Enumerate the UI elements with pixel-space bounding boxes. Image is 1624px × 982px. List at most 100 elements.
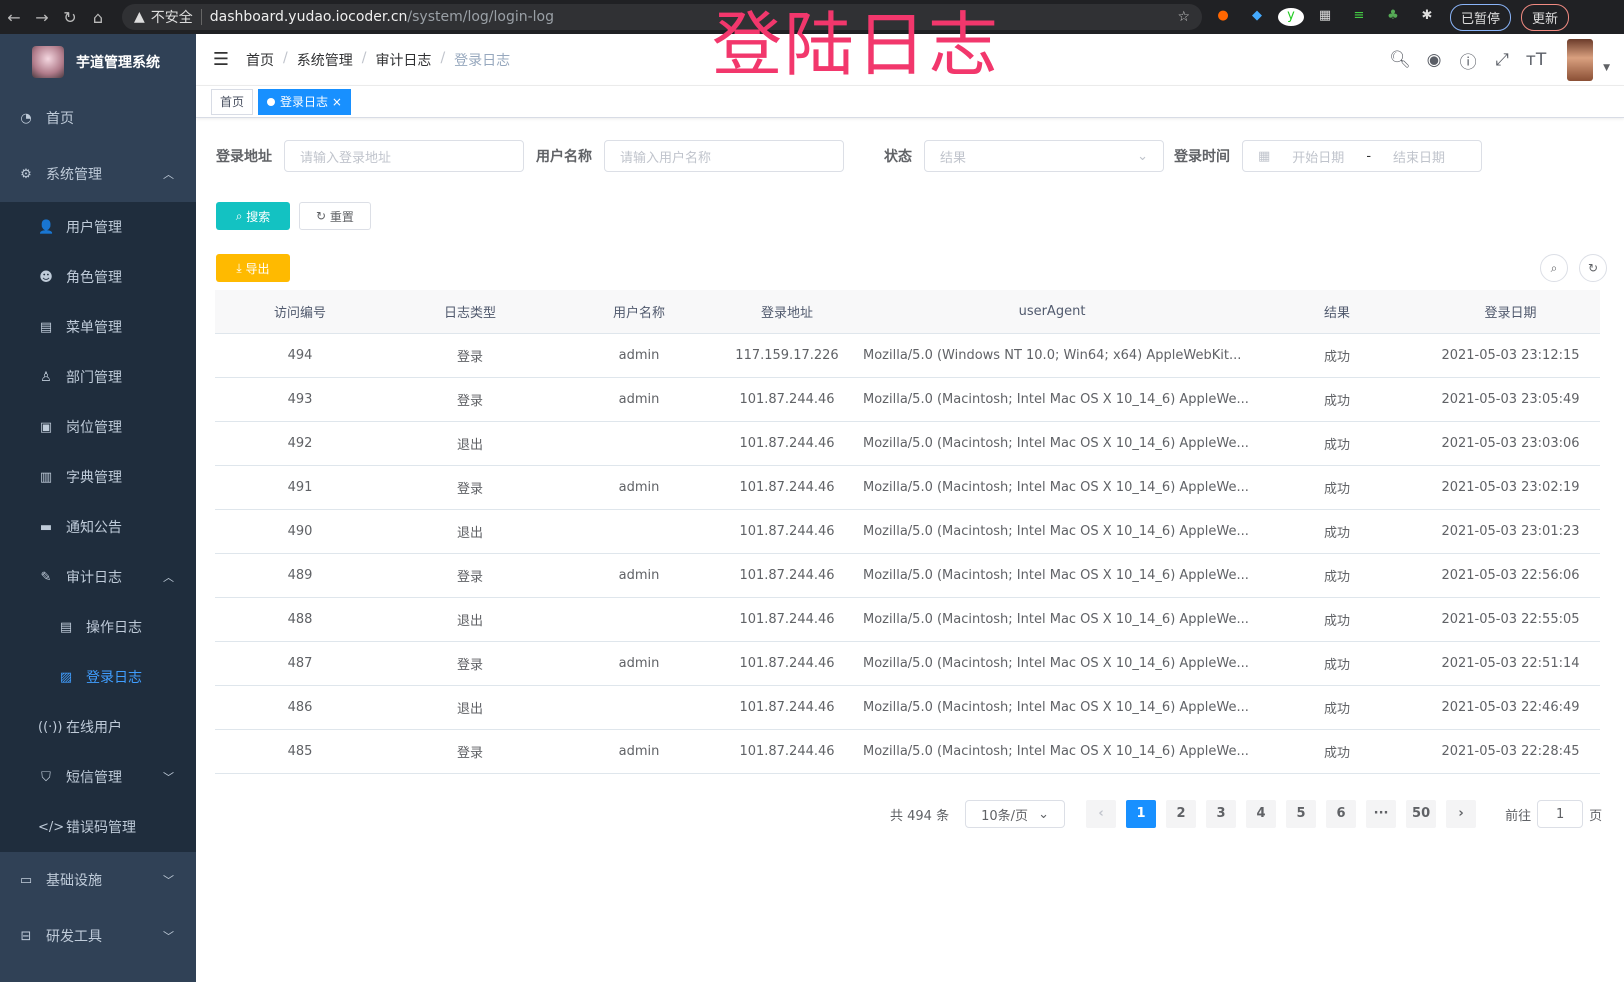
close-icon[interactable]: × [331, 94, 342, 109]
status-select[interactable]: 结果 ⌄ [924, 140, 1164, 172]
extension-icon[interactable]: ♣ [1387, 8, 1399, 23]
table-cell: 490 [215, 509, 385, 554]
menu-audit-log[interactable]: ✎ 审计日志 ︿ [0, 552, 196, 602]
page-button[interactable]: 5 [1286, 800, 1317, 828]
table-row[interactable]: 493 登录 admin 101.87.244.46 Mozilla/5.0 (Maci… [215, 377, 1600, 422]
forward-icon[interactable]: → [35, 7, 49, 27]
menu-user[interactable]: 👤 用户管理 [0, 202, 196, 252]
table-row[interactable]: 486 退出 101.87.244.46 Mozilla/5.0 (Macintosh… [215, 685, 1600, 730]
column-header: 结果 [1253, 290, 1421, 334]
extension-icon[interactable]: ▦ [1318, 8, 1332, 23]
puzzle-icon[interactable]: ✱ [1421, 8, 1433, 23]
menu-tool[interactable]: ⊟ 研发工具 ﹀ [0, 908, 196, 964]
extension-icon[interactable]: ◆ [1252, 8, 1262, 23]
table-row[interactable]: 485 登录 admin 101.87.244.46 Mozilla/5.0 (Maci… [215, 729, 1600, 774]
table-row[interactable]: 492 退出 101.87.244.46 Mozilla/5.0 (Macintosh… [215, 421, 1600, 466]
menu-role[interactable]: ☻ 角色管理 [0, 252, 196, 302]
menu-label: 审计日志 [66, 570, 122, 586]
search-button[interactable]: ⌕ 搜索 [216, 202, 290, 230]
caret-down-icon[interactable]: ▼ [1603, 63, 1610, 73]
profile-button[interactable]: 已暂停 [1450, 3, 1512, 31]
home-icon[interactable]: ⌂ [92, 7, 104, 27]
menu-dept[interactable]: ♙ 部门管理 [0, 352, 196, 402]
reset-button[interactable]: ↻ 重置 [299, 202, 371, 230]
font-size-icon[interactable]: тT [1525, 50, 1547, 70]
table-row[interactable]: 494 登录 admin 117.159.17.226 Mozilla/5.0 (Win… [215, 333, 1600, 378]
menu-sms[interactable]: ⛉ 短信管理 ﹀ [0, 752, 196, 802]
extension-icon[interactable]: ≡ [1353, 8, 1365, 23]
addr-input[interactable]: 请输入登录地址 [284, 140, 524, 172]
goto-input[interactable]: 1 [1537, 800, 1584, 828]
table-cell: 登录 [385, 641, 555, 686]
update-button[interactable]: 更新 [1521, 3, 1570, 31]
hamburger-icon[interactable]: ☰ [212, 49, 230, 70]
column-header: 日志类型 [385, 290, 555, 334]
start-date: 开始日期 [1292, 150, 1345, 166]
help-icon[interactable]: ⓘ [1459, 52, 1477, 73]
user-input[interactable]: 请输入用户名称 [604, 140, 844, 172]
table-row[interactable]: 487 登录 admin 101.87.244.46 Mozilla/5.0 (Maci… [215, 641, 1600, 686]
column-header: 登录地址 [723, 290, 851, 334]
menu-label: 短信管理 [66, 770, 122, 786]
main-content: 登录地址 请输入登录地址 用户名称 请输入用户名称 状态 结果 ⌄ 登录时间 ▦ 开… [196, 118, 1624, 982]
avatar[interactable] [1567, 39, 1594, 81]
bookmark-star-icon[interactable]: ☆ [1177, 9, 1190, 25]
table-cell: 489 [215, 553, 385, 598]
column-header: userAgent [851, 290, 1253, 334]
back-icon[interactable]: ← [7, 7, 21, 27]
table-row[interactable]: 489 登录 admin 101.87.244.46 Mozilla/5.0 (Maci… [215, 553, 1600, 598]
table-cell: admin [555, 553, 723, 598]
reload-icon[interactable]: ↻ [63, 7, 77, 27]
calendar-icon: ▦ [1258, 148, 1271, 164]
page-button[interactable]: 1 [1126, 800, 1157, 828]
table-cell: 491 [215, 465, 385, 510]
address-bar[interactable]: ▲ 不安全 dashboard.yudao.iocoder.cn/system/… [122, 4, 1202, 30]
breadcrumb-item[interactable]: 首页 [246, 52, 274, 69]
table-row[interactable]: 490 退出 101.87.244.46 Mozilla/5.0 (Macintosh… [215, 509, 1600, 554]
page-size-select[interactable]: 10条/页 ⌄ [965, 800, 1066, 828]
menu-home[interactable]: ◔ 首页 [0, 90, 196, 146]
toggle-search-icon[interactable]: ⌕ [1540, 254, 1568, 282]
code-icon: </> [38, 819, 65, 835]
table-row[interactable]: 491 登录 admin 101.87.244.46 Mozilla/5.0 (Maci… [215, 465, 1600, 510]
menu-online[interactable]: ((·)) 在线用户 [0, 702, 196, 752]
menu-infra[interactable]: ▭ 基础设施 ﹀ [0, 852, 196, 908]
refresh-icon[interactable]: ↻ [1579, 254, 1607, 282]
menu-menu[interactable]: ▤ 菜单管理 [0, 302, 196, 352]
breadcrumb-item[interactable]: 审计日志 [375, 52, 432, 69]
table-cell: 101.87.244.46 [723, 509, 851, 554]
page-button[interactable]: 50 [1406, 800, 1437, 828]
download-icon: ⤓ [236, 260, 246, 275]
page-button[interactable]: 2 [1166, 800, 1197, 828]
export-button[interactable]: ⤓ 导出 [216, 254, 290, 282]
extension-icon[interactable]: ● [1217, 8, 1229, 23]
menu-dict[interactable]: ▥ 字典管理 [0, 452, 196, 502]
page-button[interactable]: 6 [1326, 800, 1357, 828]
tag-login-log[interactable]: 登录日志 × [258, 88, 351, 115]
fullscreen-icon[interactable]: ⤢ [1495, 50, 1509, 70]
menu-system[interactable]: ⚙ 系统管理 ︿ [0, 146, 196, 202]
date-range-picker[interactable]: ▦ 开始日期 - 结束日期 [1242, 140, 1482, 172]
table-row[interactable]: 488 退出 101.87.244.46 Mozilla/5.0 (Macintosh… [215, 597, 1600, 642]
menu-post[interactable]: ▣ 岗位管理 [0, 402, 196, 452]
status-label: 状态 [884, 149, 912, 165]
menu-errorcode[interactable]: </> 错误码管理 [0, 802, 196, 852]
github-icon[interactable]: ◉ [1426, 50, 1442, 70]
search-icon[interactable]: 🔍︎ [1389, 50, 1411, 70]
table-cell: Mozilla/5.0 (Macintosh; Intel Mac OS X 1… [851, 685, 1253, 730]
page-button[interactable]: ··· [1366, 800, 1397, 828]
prev-page-button[interactable]: ‹ [1086, 800, 1117, 828]
menu-login-log[interactable]: ▨ 登录日志 [0, 652, 196, 702]
menu-notice[interactable]: ▬ 通知公告 [0, 502, 196, 552]
breadcrumb-item[interactable]: 系统管理 [296, 52, 353, 69]
tag-home[interactable]: 首页 [211, 88, 254, 115]
table-cell: 成功 [1253, 685, 1421, 730]
page-button[interactable]: 4 [1246, 800, 1277, 828]
logo[interactable]: 芋道管理系统 [0, 34, 196, 90]
extension-icon[interactable]: y [1278, 8, 1304, 26]
next-page-button[interactable]: › [1446, 800, 1477, 828]
menu-operate-log[interactable]: ▤ 操作日志 [0, 602, 196, 652]
log-icon: ✎ [40, 569, 52, 585]
page-button[interactable]: 3 [1206, 800, 1237, 828]
table-cell: Mozilla/5.0 (Macintosh; Intel Mac OS X 1… [851, 421, 1253, 466]
